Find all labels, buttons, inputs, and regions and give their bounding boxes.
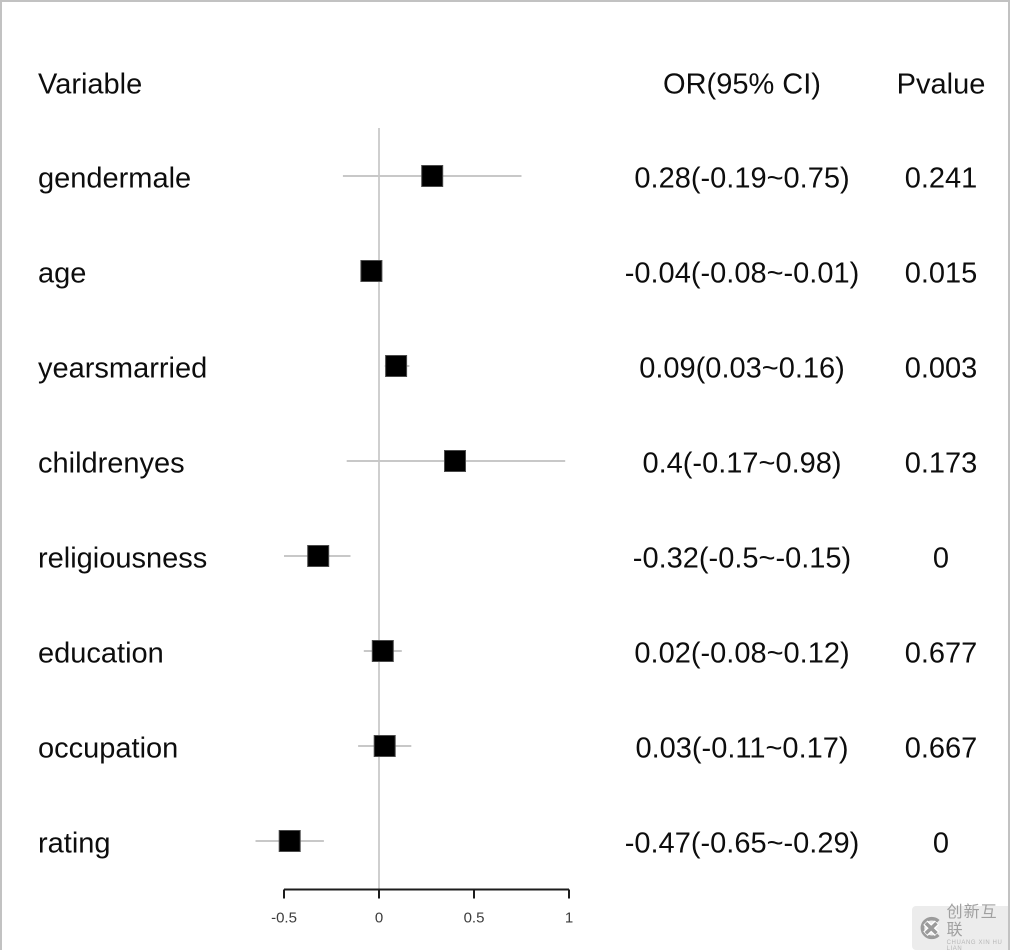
or-marker — [385, 355, 408, 377]
column-header-variable: Variable — [38, 68, 143, 101]
or-ci-value: 0.09(0.03~0.16) — [639, 352, 845, 385]
pvalue-value: 0.015 — [904, 257, 978, 290]
watermark-en-text: CHUANG XIN HU LIAN — [946, 940, 1003, 950]
pvalue-value: 0.173 — [904, 447, 978, 480]
pvalue-value: 0.241 — [904, 162, 978, 195]
variable-label: religiousness — [38, 542, 208, 575]
or-ci-value: 0.4(-0.17~0.98) — [642, 447, 842, 480]
or-ci-value: 0.03(-0.11~0.17) — [635, 732, 849, 765]
pvalue-value: 0.677 — [904, 637, 978, 670]
or-marker — [307, 545, 330, 567]
or-marker — [421, 165, 444, 187]
or-ci-value: 0.02(-0.08~0.12) — [634, 637, 850, 670]
pvalue-value: 0 — [932, 542, 950, 575]
x-axis-tick-label: 0 — [374, 909, 384, 927]
pvalue-value: 0 — [932, 827, 950, 860]
variable-label: rating — [38, 827, 111, 860]
pvalue-value: 0.667 — [904, 732, 978, 765]
or-marker — [373, 735, 396, 757]
or-ci-value: 0.28(-0.19~0.75) — [634, 162, 850, 195]
or-marker — [371, 640, 394, 662]
or-ci-value: -0.32(-0.5~-0.15) — [632, 542, 852, 575]
variable-label: gendermale — [38, 162, 192, 195]
or-marker — [360, 260, 383, 282]
watermark-cn-text: 创新互联 — [946, 903, 998, 939]
x-axis-tick-label: 1 — [564, 909, 574, 927]
or-marker — [444, 450, 466, 472]
or-ci-value: -0.47(-0.65~-0.29) — [624, 827, 860, 860]
watermark-badge: 创新互联 CHUANG XIN HU LIAN — [912, 903, 1008, 950]
x-axis-tick-label: -0.5 — [271, 909, 297, 927]
pvalue-value: 0.003 — [904, 352, 978, 385]
or-ci-value: -0.04(-0.08~-0.01) — [624, 257, 860, 290]
variable-label: education — [38, 637, 164, 670]
watermark-logo-icon — [920, 916, 940, 940]
column-header-pvalue: Pvalue — [896, 68, 986, 101]
or-marker — [278, 830, 301, 852]
variable-label: yearsmarried — [38, 352, 208, 385]
variable-label: childrenyes — [38, 447, 185, 480]
variable-label: age — [38, 257, 87, 290]
x-axis-tick-label: 0.5 — [463, 909, 485, 927]
variable-label: occupation — [38, 732, 179, 765]
column-header-or-ci: OR(95% CI) — [663, 68, 821, 101]
